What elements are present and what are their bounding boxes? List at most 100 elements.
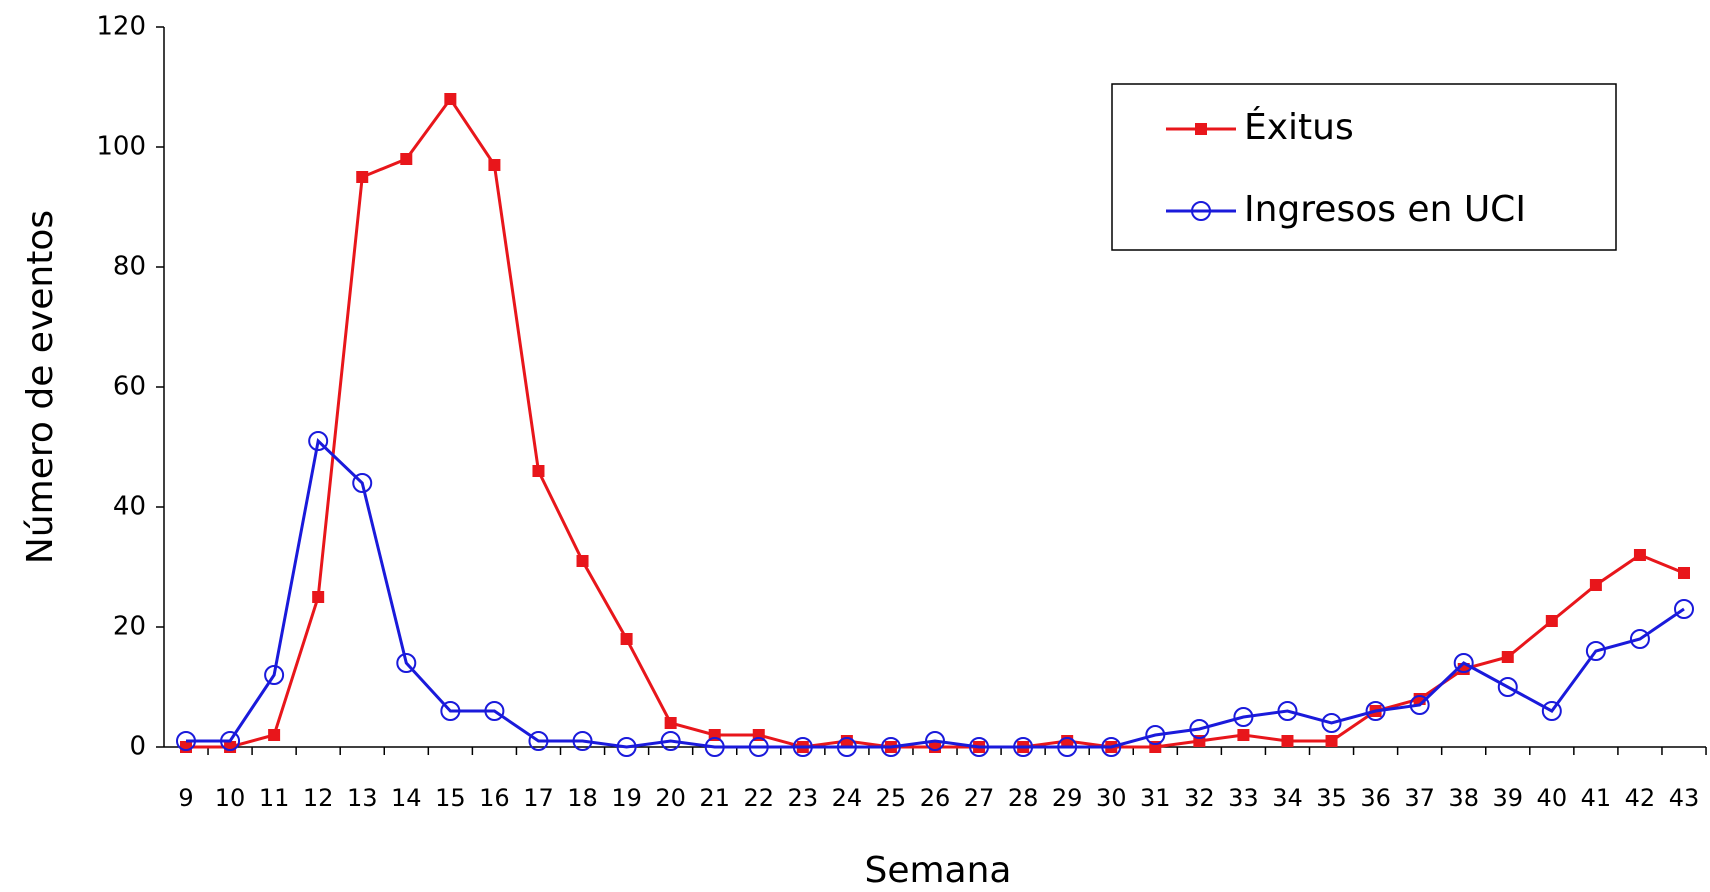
y-axis-title: Número de eventos — [20, 210, 61, 564]
x-tick-label: 25 — [876, 784, 907, 812]
x-tick-label: 39 — [1492, 784, 1523, 812]
marker — [1321, 713, 1342, 733]
x-tick-label: 16 — [479, 784, 510, 812]
marker — [572, 731, 593, 751]
x-tick-label: 37 — [1404, 784, 1435, 812]
marker — [396, 653, 417, 673]
legend-box — [1111, 83, 1617, 251]
marker — [1497, 677, 1518, 697]
marker — [268, 729, 281, 741]
marker — [840, 735, 853, 747]
marker — [312, 591, 325, 603]
x-tick-label: 20 — [655, 784, 686, 812]
x-tick-label: 43 — [1669, 784, 1700, 812]
legend-label: Éxitus — [1244, 106, 1354, 148]
marker — [1674, 599, 1694, 619]
x-tick-label: 33 — [1228, 784, 1259, 812]
x-tick-label: 9 — [178, 784, 193, 812]
marker — [488, 159, 501, 171]
x-tick-label: 27 — [964, 784, 995, 812]
x-tick-label: 28 — [1008, 784, 1039, 812]
x-tick-label: 42 — [1625, 784, 1656, 812]
marker — [1233, 707, 1254, 727]
x-tick-label: 29 — [1052, 784, 1083, 812]
x-tick-label: 19 — [611, 784, 642, 812]
marker — [792, 737, 813, 757]
x-tick-label: 24 — [832, 784, 863, 812]
marker — [660, 731, 681, 751]
x-tick-label: 34 — [1272, 784, 1303, 812]
marker — [1191, 201, 1211, 221]
y-tick-label: 60 — [113, 372, 146, 402]
x-tick-label: 18 — [567, 784, 598, 812]
marker — [1629, 629, 1650, 649]
x-tick-label: 41 — [1581, 784, 1612, 812]
marker — [308, 431, 329, 451]
marker — [1585, 641, 1606, 661]
marker — [664, 717, 677, 729]
marker — [748, 737, 769, 757]
marker — [1409, 695, 1430, 715]
x-tick-label: 10 — [215, 784, 246, 812]
x-tick-label: 32 — [1184, 784, 1215, 812]
marker — [1057, 737, 1078, 757]
marker — [925, 731, 945, 751]
x-tick-label: 31 — [1140, 784, 1171, 812]
x-axis-title: Semana — [864, 850, 1011, 891]
marker — [1013, 737, 1034, 757]
marker — [1101, 737, 1122, 757]
x-tick-label: 35 — [1316, 784, 1347, 812]
marker — [220, 731, 241, 751]
marker — [1281, 735, 1294, 747]
x-tick-label: 14 — [391, 784, 422, 812]
marker — [532, 465, 545, 477]
x-tick-label: 30 — [1096, 784, 1127, 812]
marker — [620, 633, 633, 645]
x-tick-label: 40 — [1537, 784, 1568, 812]
marker — [264, 665, 285, 685]
marker — [1678, 567, 1690, 579]
y-tick-label: 80 — [113, 252, 146, 282]
series-line — [186, 438, 1685, 749]
marker — [1061, 735, 1074, 747]
marker — [484, 701, 505, 721]
marker — [1365, 701, 1386, 721]
marker — [880, 737, 901, 757]
marker — [704, 737, 725, 757]
marker — [1453, 653, 1474, 673]
x-tick-label: 26 — [920, 784, 951, 812]
marker — [1541, 701, 1562, 721]
marker — [576, 555, 589, 567]
x-tick-label: 23 — [788, 784, 819, 812]
x-tick-label: 36 — [1360, 784, 1391, 812]
x-tick-label: 17 — [523, 784, 554, 812]
y-tick-label: 0 — [129, 732, 146, 762]
y-tick-label: 40 — [113, 492, 146, 522]
marker — [224, 741, 237, 753]
marker — [1277, 701, 1298, 721]
marker — [969, 737, 990, 757]
x-tick-label: 21 — [699, 784, 730, 812]
x-tick-label: 12 — [303, 784, 334, 812]
marker — [1325, 735, 1338, 747]
marker — [1589, 579, 1602, 591]
marker — [176, 731, 196, 751]
x-tick-label: 13 — [347, 784, 378, 812]
marker — [440, 701, 461, 721]
marker — [444, 93, 457, 105]
y-tick-label: 20 — [113, 612, 146, 642]
marker — [1145, 725, 1166, 745]
marker — [1195, 123, 1207, 135]
x-tick-label: 11 — [259, 784, 290, 812]
marker — [352, 473, 373, 493]
marker — [1633, 549, 1646, 561]
marker — [1501, 651, 1514, 663]
legend-label: Ingresos en UCI — [1244, 189, 1526, 230]
x-tick-label: 15 — [435, 784, 466, 812]
marker — [1545, 615, 1558, 627]
marker — [180, 741, 192, 753]
marker — [1237, 729, 1250, 741]
marker — [616, 737, 637, 757]
x-tick-label: 22 — [743, 784, 774, 812]
